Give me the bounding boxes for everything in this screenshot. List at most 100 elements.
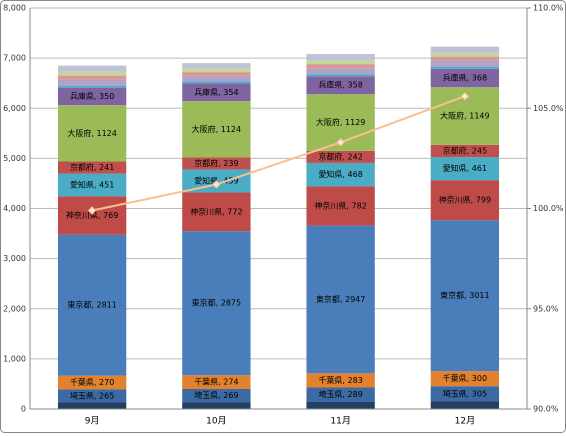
- data-label: 埼玉県, 265: [70, 390, 114, 400]
- line: [91, 95, 466, 212]
- data-label: 東京都, 2875: [192, 298, 241, 308]
- data-label: 埼玉県, 305: [443, 388, 487, 398]
- bar-segment: [57, 161, 127, 174]
- data-label: 神奈川県, 772: [190, 206, 242, 216]
- data-label: 東京都, 2947: [316, 294, 365, 304]
- data-label: 埼玉県, 289: [318, 389, 362, 399]
- bar-segment: [182, 402, 251, 409]
- x-tick-label: 9月: [85, 416, 100, 427]
- bar-segment: [430, 66, 500, 69]
- bar-segment: [306, 373, 375, 388]
- line-marker: [336, 138, 345, 147]
- data-label: 兵庫県, 358: [318, 80, 362, 90]
- data-label: 京都府, 241: [70, 162, 114, 172]
- data-label: 兵庫県, 368: [443, 72, 487, 82]
- bar-segment: [306, 401, 375, 409]
- bar-segment: [57, 196, 127, 235]
- bar-segment: [182, 192, 251, 232]
- y2-tick-label: 100.0%: [533, 204, 564, 213]
- data-label: 大阪府, 1124: [67, 128, 116, 138]
- x-tick-label: 11月: [330, 416, 350, 427]
- data-label: 京都府, 242: [318, 151, 362, 161]
- bar-segment: [182, 231, 251, 376]
- line-marker: [87, 206, 97, 215]
- bar-segment: [57, 87, 127, 106]
- bar-segment: [306, 150, 375, 163]
- bar-segment: [430, 220, 500, 372]
- bar-segment: [182, 83, 251, 102]
- y-tick-label: 4,000: [3, 204, 26, 213]
- data-label: 京都府, 239: [194, 158, 238, 168]
- bar-segment: [306, 225, 375, 374]
- bar-segment: [57, 173, 127, 197]
- x-tick-label: 10月: [206, 416, 226, 427]
- bar-segment: [57, 85, 127, 88]
- bar-segment: [182, 72, 251, 76]
- data-label: 大阪府, 1129: [316, 117, 365, 127]
- y2-tick-label: 90.0%: [533, 405, 559, 414]
- data-label: 千葉県, 270: [70, 377, 114, 387]
- bar-segment: [182, 68, 251, 73]
- bar-segment: [430, 46, 500, 53]
- bar-segment: [306, 60, 375, 65]
- data-label: 東京都, 2811: [67, 300, 116, 310]
- bar-segment: [306, 186, 375, 226]
- bar-segment: [182, 75, 251, 82]
- bar-segment: [430, 144, 500, 158]
- bar-segment: [306, 387, 375, 402]
- bar-segment: [430, 68, 500, 88]
- bar-segment: [57, 234, 127, 376]
- bar-segment: [57, 402, 127, 409]
- bar-segment: [306, 54, 375, 61]
- bar-segment: [306, 64, 375, 69]
- bar-segment: [182, 101, 251, 158]
- bar-segment: [182, 375, 251, 390]
- bar-segment: [306, 68, 375, 75]
- y-tick-label: 6,000: [3, 104, 26, 113]
- data-label: 愛知県, 451: [70, 179, 114, 189]
- y-tick-label: 0: [21, 405, 26, 414]
- data-label: 神奈川県, 769: [66, 210, 118, 220]
- y-tick-label: 1,000: [3, 354, 26, 363]
- bar-segment: [430, 371, 500, 387]
- bar-segment: [182, 81, 251, 84]
- data-label: 千葉県, 283: [318, 375, 362, 385]
- data-label: 千葉県, 274: [194, 377, 238, 387]
- y-tick-label: 7,000: [3, 54, 26, 63]
- x-tick-label: 12月: [455, 416, 475, 427]
- bar-segment: [430, 401, 500, 409]
- data-label: 埼玉県, 269: [194, 390, 238, 400]
- bar-segment: [430, 56, 500, 61]
- y2-tick-label: 110.0%: [533, 4, 564, 13]
- y-tick-label: 2,000: [3, 304, 26, 313]
- y2-tick-label: 105.0%: [533, 104, 564, 113]
- data-label: 愛知県, 468: [318, 169, 362, 179]
- bar-segment: [430, 52, 500, 57]
- data-label: 兵庫県, 350: [70, 91, 114, 101]
- y-tick-label: 5,000: [3, 154, 26, 163]
- bar-segment: [182, 157, 251, 170]
- bar-segment: [430, 157, 500, 181]
- bar-segment: [57, 105, 127, 162]
- bar-segment: [306, 162, 375, 187]
- line-marker: [212, 180, 221, 189]
- data-label: 大阪府, 1149: [440, 110, 489, 120]
- y-tick-label: 8,000: [3, 4, 26, 13]
- data-label: 兵庫県, 354: [194, 87, 238, 97]
- bar-segment: [430, 60, 500, 67]
- data-label: 神奈川県, 799: [439, 195, 491, 205]
- data-label: 東京都, 3011: [440, 290, 489, 300]
- bar-segment: [182, 63, 251, 69]
- bar-segment: [57, 79, 127, 86]
- bar-segment: [57, 389, 127, 403]
- y-tick-label: 3,000: [3, 254, 26, 263]
- data-label: 千葉県, 300: [443, 373, 487, 383]
- bar-segment: [306, 74, 375, 77]
- bar-segment: [430, 180, 500, 221]
- bar-segment: [57, 75, 127, 80]
- data-label: 大阪府, 1124: [192, 124, 241, 134]
- bar-segment: [57, 65, 127, 72]
- data-label: 愛知県, 461: [443, 163, 487, 173]
- bar-segment: [182, 389, 251, 403]
